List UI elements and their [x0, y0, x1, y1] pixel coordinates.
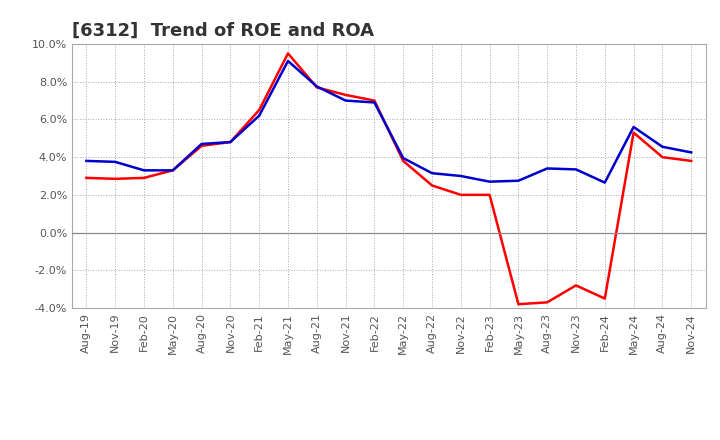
Line: ROE: ROE — [86, 53, 691, 304]
ROA — [312, 84, 321, 89]
ROA — [370, 100, 379, 105]
ROE — [543, 300, 552, 305]
ROE — [255, 107, 264, 113]
ROE — [111, 176, 120, 181]
ROE — [140, 175, 148, 180]
ROE — [428, 183, 436, 188]
ROA — [399, 155, 408, 161]
ROE — [226, 139, 235, 145]
ROE — [687, 158, 696, 164]
ROA — [572, 167, 580, 172]
ROA — [341, 98, 350, 103]
ROA — [284, 59, 292, 64]
ROA — [456, 173, 465, 179]
ROA — [485, 179, 494, 184]
ROE — [312, 85, 321, 90]
Text: [6312]  Trend of ROE and ROA: [6312] Trend of ROE and ROA — [72, 22, 374, 40]
Line: ROA: ROA — [86, 61, 691, 183]
ROE — [197, 143, 206, 148]
ROE — [399, 158, 408, 164]
ROE — [168, 168, 177, 173]
ROE — [284, 51, 292, 56]
ROA — [255, 113, 264, 118]
ROA — [687, 150, 696, 155]
ROA — [197, 141, 206, 147]
ROA — [111, 159, 120, 165]
ROE — [370, 98, 379, 103]
ROE — [600, 296, 609, 301]
ROE — [456, 192, 465, 198]
ROA — [140, 168, 148, 173]
ROE — [629, 130, 638, 135]
ROA — [82, 158, 91, 164]
ROE — [658, 154, 667, 160]
ROA — [543, 166, 552, 171]
ROA — [600, 180, 609, 185]
ROA — [629, 125, 638, 130]
ROE — [341, 92, 350, 98]
ROA — [428, 171, 436, 176]
ROA — [168, 168, 177, 173]
ROE — [82, 175, 91, 180]
ROE — [514, 301, 523, 307]
ROE — [572, 283, 580, 288]
ROA — [514, 178, 523, 183]
ROE — [485, 192, 494, 198]
ROA — [226, 139, 235, 145]
ROA — [658, 144, 667, 150]
